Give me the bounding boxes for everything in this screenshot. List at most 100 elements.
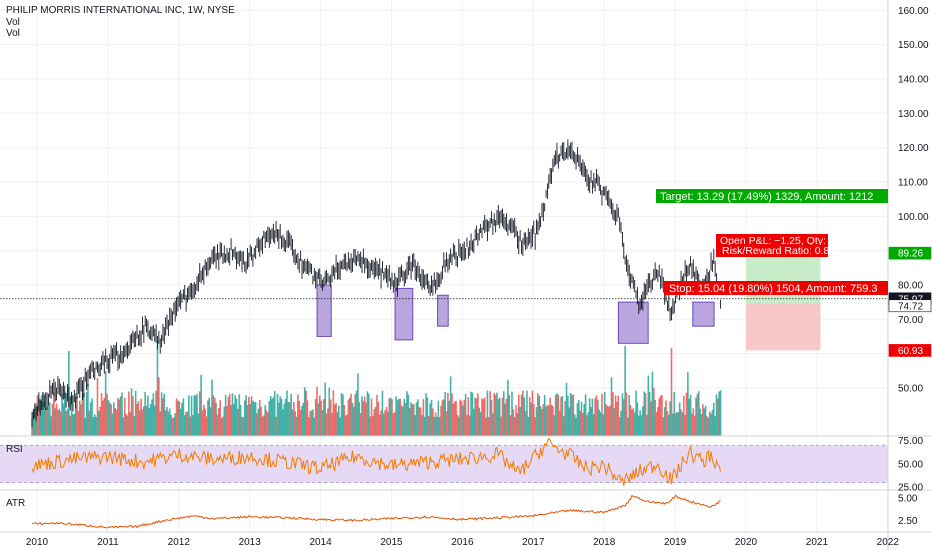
volume-bar — [403, 399, 406, 436]
volume-bar — [561, 395, 564, 436]
atr-line — [31, 494, 721, 529]
volume-bar — [487, 417, 490, 436]
volume-bar — [361, 396, 363, 436]
volume-bar — [680, 409, 682, 436]
volume-bar — [651, 371, 654, 436]
volume-bar — [537, 393, 539, 436]
volume-bar — [137, 401, 140, 436]
volume-bar — [57, 410, 59, 436]
volume-bar — [512, 409, 515, 436]
volume-bar — [440, 405, 442, 436]
marked-zone-box — [617, 301, 649, 344]
volume-bar — [47, 406, 50, 436]
volume-bar — [599, 412, 602, 436]
pnl-label-bg — [716, 234, 828, 247]
x-tick-label: 2017 — [522, 537, 545, 548]
volume-bar — [201, 410, 204, 436]
volume-bar — [174, 413, 177, 436]
volume-bar — [84, 417, 87, 436]
volume-bar — [471, 392, 474, 436]
volume-bar — [436, 416, 438, 436]
volume-bar — [233, 404, 235, 436]
volume-bar — [693, 415, 696, 436]
y-tick-label: 100.00 — [898, 212, 929, 223]
rsi-tick-label: 50.00 — [898, 459, 923, 470]
volume-bar — [42, 392, 44, 436]
volume-bar — [706, 415, 708, 436]
volume-bar — [433, 416, 436, 436]
volume-indicator-label-2[interactable]: Vol — [6, 28, 20, 39]
volume-bar — [411, 404, 414, 436]
volume-bar — [432, 408, 434, 436]
volume-bar — [520, 394, 523, 436]
volume-bar — [318, 395, 321, 436]
volume-bar — [230, 405, 232, 436]
volume-bar — [66, 408, 69, 436]
volume-bar — [107, 399, 110, 436]
volume-bar — [149, 404, 152, 436]
volume-bar — [598, 409, 601, 436]
target-label: Target: 13.29 (17.49%) 1329, Amount: 121… — [660, 191, 873, 203]
volume-bar — [573, 414, 576, 436]
volume-bar — [647, 375, 650, 436]
volume-bar — [147, 395, 149, 436]
volume-bar — [635, 390, 637, 436]
volume-bar — [584, 394, 587, 436]
volume-bar — [549, 397, 551, 436]
volume-bar — [40, 395, 43, 436]
volume-bar — [689, 394, 692, 436]
volume-bar — [129, 412, 132, 436]
volume-bar — [162, 398, 164, 436]
volume-bar — [333, 404, 336, 436]
volume-bar — [196, 393, 198, 436]
volume-bar — [669, 401, 671, 436]
volume-bar — [685, 392, 688, 436]
volume-indicator-label[interactable]: Vol — [6, 17, 20, 28]
volume-bar — [657, 407, 659, 436]
volume-bar — [712, 402, 715, 436]
volume-bar — [552, 405, 554, 436]
volume-bar — [242, 417, 245, 436]
volume-bar — [53, 392, 55, 436]
volume-bar — [565, 382, 568, 436]
volume-bar — [342, 394, 344, 436]
volume-bar — [501, 397, 504, 436]
volume-bar — [282, 409, 284, 436]
volume-bar — [136, 403, 138, 436]
volume-bar — [511, 391, 513, 436]
volume-bar — [595, 395, 598, 436]
volume-bar — [301, 405, 303, 436]
volume-bar — [58, 408, 61, 436]
volume-bar — [103, 397, 106, 436]
volume-bar — [462, 405, 464, 436]
volume-bar — [717, 398, 719, 436]
volume-bar — [163, 393, 166, 436]
volume-bar — [227, 396, 230, 436]
atr-label: ATR — [6, 498, 25, 509]
volume-bar — [451, 393, 453, 436]
volume-bar — [218, 408, 220, 436]
volume-bar — [324, 382, 326, 436]
volume-bar — [158, 377, 160, 436]
marked-zone-box — [394, 287, 414, 341]
volume-bar — [632, 408, 635, 436]
marked-zones[interactable] — [316, 284, 715, 344]
volume-bar — [286, 390, 288, 436]
volume-bar — [470, 391, 472, 436]
volume-bar — [519, 406, 521, 436]
volume-bar — [658, 398, 661, 436]
volume-bar — [308, 417, 310, 436]
position-labels[interactable]: Target: 13.29 (17.49%) 1329, Amount: 121… — [656, 189, 888, 295]
volume-bar — [70, 394, 73, 436]
volume-bar — [532, 404, 535, 436]
position-zones[interactable] — [746, 253, 821, 351]
volume-bar — [267, 412, 269, 436]
volume-bar — [378, 414, 381, 436]
volume-bar — [89, 402, 92, 436]
volume-bar — [284, 398, 287, 436]
rsi-line — [31, 437, 722, 487]
volume-bar — [413, 404, 415, 436]
symbol-title[interactable]: PHILIP MORRIS INTERNATIONAL INC, 1W, NYS… — [6, 5, 235, 16]
